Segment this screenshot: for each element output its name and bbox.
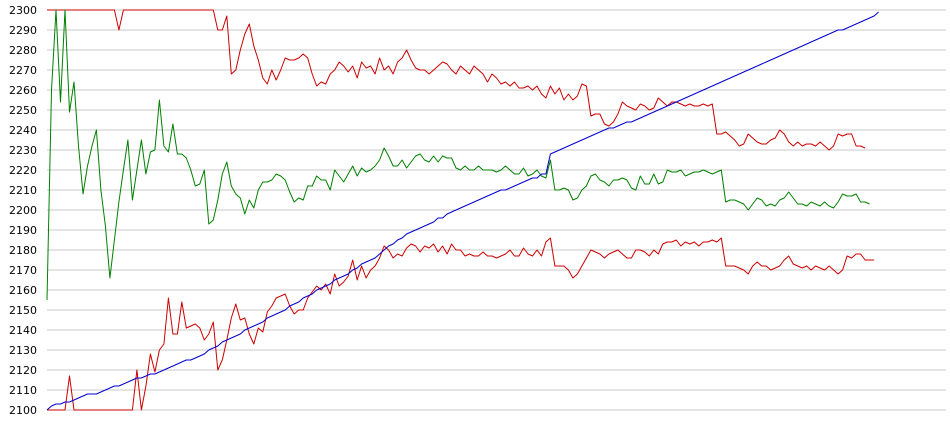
y-tick-label: 2270 xyxy=(9,64,37,77)
series-line-4 xyxy=(46,11,879,411)
plot-area xyxy=(46,9,879,411)
y-tick-label: 2290 xyxy=(9,24,37,37)
y-tick-label: 2250 xyxy=(9,104,37,117)
y-axis-ticks: 2100 2110 2120 2130 2140 2150 2160 2170 2180 2190… xyxy=(9,4,37,417)
y-tick-label: 2300 xyxy=(9,4,37,17)
y-tick-label: 2150 xyxy=(9,304,37,317)
y-tick-label: 2100 xyxy=(9,404,37,417)
y-tick-label: 2190 xyxy=(9,224,37,237)
y-tick-label: 2160 xyxy=(9,284,37,297)
y-tick-label: 2220 xyxy=(9,164,37,177)
y-tick-label: 2130 xyxy=(9,344,37,357)
series-line-3 xyxy=(47,237,875,411)
y-tick-label: 2180 xyxy=(9,244,37,257)
y-tick-label: 2240 xyxy=(9,124,37,137)
y-tick-label: 2200 xyxy=(9,204,37,217)
y-tick-label: 2110 xyxy=(9,384,37,397)
y-tick-label: 2230 xyxy=(9,144,37,157)
series-line-2 xyxy=(46,9,870,301)
y-tick-label: 2140 xyxy=(9,324,37,337)
series-line-1 xyxy=(47,9,866,151)
y-tick-label: 2260 xyxy=(9,84,37,97)
y-tick-label: 2170 xyxy=(9,264,37,277)
grid xyxy=(47,9,946,411)
y-tick-label: 2280 xyxy=(9,44,37,57)
y-tick-label: 2210 xyxy=(9,184,37,197)
y-tick-label: 2120 xyxy=(9,364,37,377)
